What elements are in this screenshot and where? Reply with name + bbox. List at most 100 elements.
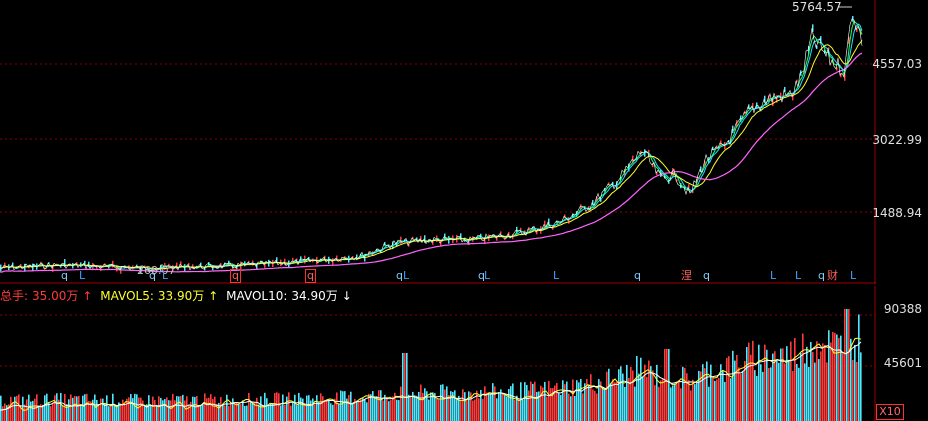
volume-bar (96, 399, 98, 421)
volume-bar (220, 397, 222, 421)
volume-bar (768, 367, 770, 421)
volume-bar (240, 404, 242, 421)
volume-bar (92, 399, 94, 421)
event-marker[interactable]: L (403, 269, 410, 282)
volume-bar (108, 406, 110, 421)
volume-bar (492, 383, 494, 421)
volume-bar (480, 389, 482, 421)
volume-bar (652, 370, 654, 421)
event-marker[interactable]: L (162, 269, 169, 282)
volume-bar (262, 405, 264, 421)
volume-bar (634, 386, 636, 421)
price-candle (412, 236, 414, 240)
price-candle (344, 256, 346, 260)
volume-bar (206, 398, 208, 421)
event-marker[interactable]: 财 (827, 269, 838, 282)
price-candle (284, 258, 286, 266)
event-marker[interactable]: q (149, 269, 156, 282)
event-marker[interactable]: q (61, 269, 68, 282)
price-candle (40, 261, 42, 267)
price-candle (612, 181, 614, 186)
volume-bar (648, 360, 650, 421)
volume-bar (84, 394, 86, 421)
price-candle (688, 184, 690, 191)
event-marker[interactable]: L (770, 269, 777, 282)
volume-bar (734, 360, 736, 421)
ma-line-green (0, 20, 863, 271)
volume-bar (256, 397, 258, 421)
volume-bar (762, 371, 764, 421)
volume-bar (366, 402, 368, 421)
volume-bar (600, 381, 602, 421)
price-axis-label: 4557.03 (872, 57, 922, 71)
volume-bar (232, 398, 234, 421)
volume-bar (848, 309, 850, 421)
volume-bar (110, 404, 112, 421)
volume-bar (428, 399, 430, 421)
volume-bar (354, 399, 356, 421)
price-chart[interactable] (0, 0, 876, 284)
volume-bar (98, 404, 100, 421)
price-axis-label: 3022.99 (872, 133, 922, 147)
volume-bar (314, 404, 316, 421)
event-marker[interactable]: L (850, 269, 857, 282)
event-marker[interactable]: q (818, 269, 825, 282)
event-marker[interactable]: L (795, 269, 802, 282)
volume-bar (686, 373, 688, 421)
mavol10-line (0, 341, 862, 411)
volume-multiplier-badge[interactable]: X10 (876, 404, 904, 420)
volume-bar (10, 396, 12, 421)
event-marker[interactable]: q (396, 269, 403, 282)
volume-bar (396, 399, 398, 421)
volume-bar (756, 376, 758, 421)
volume-bar (102, 398, 104, 421)
volume-bar (16, 395, 18, 421)
price-candle (416, 237, 418, 241)
price-candle (324, 255, 326, 259)
volume-bar (298, 392, 300, 421)
volume-bar (126, 398, 128, 421)
volume-bar (120, 404, 122, 421)
volume-bar (464, 392, 466, 421)
event-marker[interactable]: q (478, 269, 485, 282)
volume-bar (592, 389, 594, 421)
price-candle (776, 95, 778, 103)
event-marker[interactable]: q (634, 269, 641, 282)
volume-bar (368, 393, 370, 421)
volume-bar (90, 401, 92, 421)
volume-bar (58, 399, 60, 421)
volume-chart-pane[interactable] (0, 286, 876, 421)
price-candle (204, 267, 206, 271)
price-candle (812, 24, 814, 32)
event-marker[interactable]: q (305, 269, 316, 283)
price-candle (568, 217, 570, 224)
volume-bar (38, 405, 40, 421)
event-marker[interactable]: q (230, 269, 241, 283)
price-candle (484, 237, 486, 244)
price-candle (384, 241, 386, 246)
volume-bar (854, 345, 856, 421)
price-chart-pane[interactable]: 5764.57 260.07 (0, 0, 876, 284)
volume-bar (620, 366, 622, 421)
volume-bar (780, 348, 782, 421)
price-candle (264, 261, 266, 268)
volume-bar (20, 405, 22, 421)
volume-bar (796, 363, 798, 421)
volume-bar (350, 391, 352, 421)
volume-bar (610, 383, 612, 421)
volume-bar (760, 364, 762, 421)
event-marker[interactable]: L (553, 269, 560, 282)
volume-chart[interactable] (0, 286, 876, 421)
event-marker[interactable]: 涅 (681, 269, 692, 282)
volume-bar (376, 396, 378, 421)
price-candle (60, 264, 62, 268)
volume-bar (440, 384, 442, 421)
price-candle (792, 92, 794, 101)
volume-bar (748, 342, 750, 421)
volume-bar (270, 403, 272, 421)
volume-bar (498, 392, 500, 421)
event-marker[interactable]: q (703, 269, 710, 282)
volume-bar (32, 400, 34, 421)
event-marker[interactable]: L (79, 269, 86, 282)
event-marker[interactable]: L (484, 269, 491, 282)
